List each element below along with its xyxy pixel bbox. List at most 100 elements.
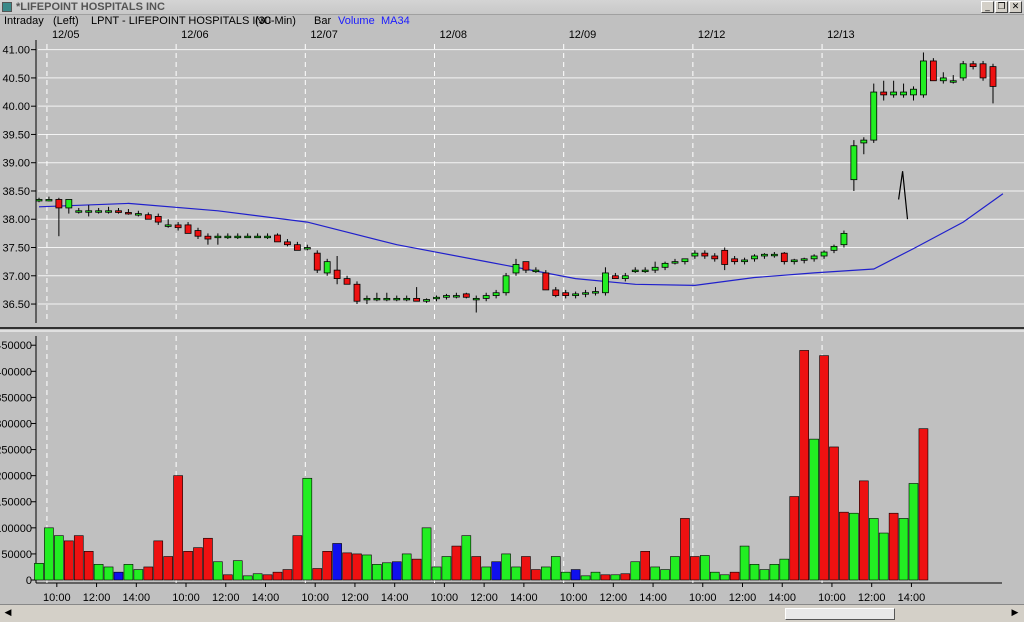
candle-body xyxy=(582,292,589,295)
candle-body xyxy=(592,291,599,294)
candle-body xyxy=(611,275,619,280)
time-axis-label: 12:00 xyxy=(212,592,240,604)
candle-body xyxy=(780,252,788,263)
volume-bar xyxy=(749,564,760,581)
volume-bar xyxy=(600,574,611,581)
volume-bar xyxy=(719,574,730,581)
candle-body xyxy=(144,214,152,220)
candle-body xyxy=(194,230,202,237)
candle-body xyxy=(671,261,679,264)
volume-bar xyxy=(173,475,183,581)
date-label: 12/13 xyxy=(827,29,855,41)
volume-bar xyxy=(103,566,114,581)
time-axis-label: 14:00 xyxy=(768,592,796,604)
volume-bar xyxy=(262,574,273,581)
minimize-button[interactable]: _ xyxy=(981,1,994,13)
volume-bar xyxy=(799,350,809,581)
close-button[interactable]: ✕ xyxy=(1009,1,1022,13)
mode-label: Intraday xyxy=(4,15,44,27)
candle-body xyxy=(363,297,371,301)
volume-axis-label: 200000 xyxy=(0,471,32,483)
time-axis-label: 14:00 xyxy=(123,592,151,604)
price-axis-label: 37.50 xyxy=(2,243,30,255)
scroll-right-arrow-icon[interactable]: ▶ xyxy=(1011,608,1019,618)
candle-body xyxy=(234,235,242,239)
volume-bar xyxy=(352,553,362,581)
candle-body xyxy=(631,269,639,273)
time-axis-label: 10:00 xyxy=(431,592,459,604)
candle-body xyxy=(174,224,182,229)
volume-bar xyxy=(590,571,601,581)
volume-bar xyxy=(541,566,551,581)
volume-bar xyxy=(252,573,263,581)
volume-bar xyxy=(451,545,462,581)
candle-body xyxy=(293,244,301,251)
candle-body xyxy=(184,224,192,234)
volume-bar xyxy=(809,438,819,581)
volume-bar xyxy=(401,553,412,581)
volume-bar xyxy=(829,446,839,581)
volume-bar xyxy=(739,545,750,581)
volume-bar xyxy=(232,560,243,581)
candle-body xyxy=(532,269,540,273)
volume-bar xyxy=(34,563,44,581)
volume-axis-label: 100000 xyxy=(0,523,32,535)
candle-body xyxy=(572,293,580,296)
volume-bar xyxy=(680,518,690,581)
price-axis-label: 40.00 xyxy=(2,101,30,113)
volume-bar xyxy=(54,535,64,581)
candle-body xyxy=(711,255,719,260)
candle-body xyxy=(691,252,699,257)
candle-body xyxy=(284,241,291,246)
candle-body xyxy=(602,272,609,294)
candle-body xyxy=(621,275,629,280)
scrollbar-thumb[interactable] xyxy=(785,608,895,620)
candle-body xyxy=(810,255,818,260)
candle-body xyxy=(731,258,739,263)
time-axis-label: 14:00 xyxy=(639,592,667,604)
symbol-description: LPNT - LIFEPOINT HOSPITALS INC xyxy=(91,15,272,27)
time-axis-label: 10:00 xyxy=(301,592,329,604)
scroll-left-arrow-icon[interactable]: ◀ xyxy=(4,608,12,618)
candle-body xyxy=(880,91,888,96)
volume-bar xyxy=(163,556,173,581)
ma34-line xyxy=(38,193,1004,287)
time-axis-label: 12:00 xyxy=(470,592,498,604)
restore-button[interactable]: ❐ xyxy=(995,1,1008,13)
volume-bar xyxy=(223,574,233,581)
volume-bar xyxy=(143,566,154,581)
candle-body xyxy=(681,258,689,263)
candle-body xyxy=(989,66,997,87)
volume-bar xyxy=(431,566,442,581)
volume-axis-label: 300000 xyxy=(0,418,32,430)
candle-body xyxy=(900,91,907,96)
candle-body xyxy=(75,210,83,213)
volume-bar xyxy=(272,571,283,581)
candle-body xyxy=(224,235,232,239)
candle-body xyxy=(244,235,252,239)
volume-axis-label: 0 xyxy=(26,575,32,587)
window-title: *LIFEPOINT HOSPITALS INC xyxy=(16,1,165,13)
volume-bar xyxy=(491,561,501,581)
volume-bar xyxy=(421,527,432,581)
candle-body xyxy=(105,210,112,213)
price-spike-annotation xyxy=(898,171,909,220)
chart-area: 41.00 40.50 40.00 39.50 39.00 38.50 38.00 37.50… xyxy=(0,29,1024,604)
volume-bar xyxy=(859,480,869,581)
volume-bar xyxy=(769,564,780,581)
candle-body xyxy=(95,210,103,213)
candle-body xyxy=(482,295,490,299)
time-axis-label: 14:00 xyxy=(381,592,409,604)
horizontal-scrollbar[interactable]: ◀ ▶ xyxy=(0,604,1024,622)
candle-body xyxy=(433,296,440,300)
volume-bar xyxy=(888,512,899,581)
volume-bar xyxy=(729,571,740,581)
time-axis-label: 12:00 xyxy=(729,592,757,604)
candle-body xyxy=(343,278,351,285)
candle-body xyxy=(910,88,917,96)
time-axis-label: 10:00 xyxy=(689,592,717,604)
candle-body xyxy=(522,261,530,271)
candle-body xyxy=(701,252,709,257)
candle-body xyxy=(890,91,898,96)
volume-bar xyxy=(690,556,700,581)
